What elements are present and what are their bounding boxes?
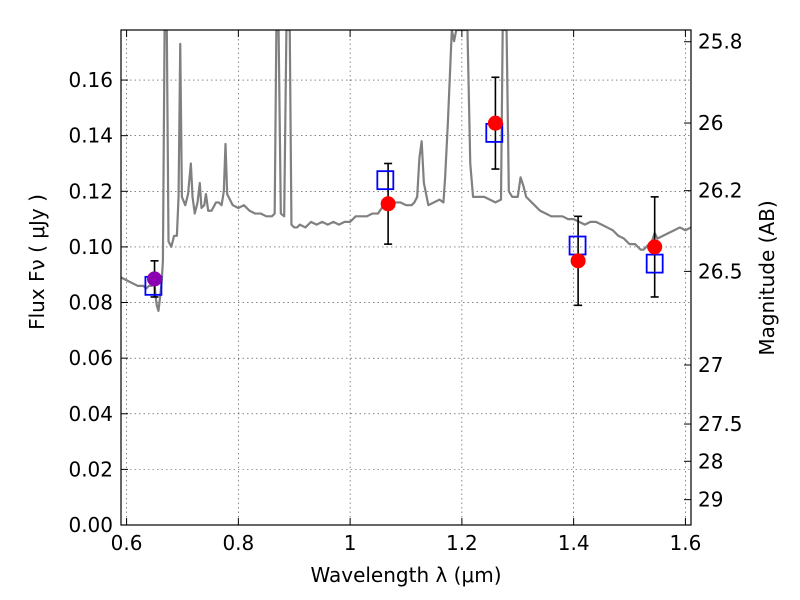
y-tick-label: 0.04 bbox=[68, 402, 113, 426]
y-tick-label: 0.08 bbox=[68, 291, 113, 315]
x-tick-label: 0.8 bbox=[222, 531, 254, 555]
observed-photometry-point bbox=[147, 271, 163, 287]
y-tick-label: 0.12 bbox=[68, 179, 113, 203]
y-tick-label: 0.00 bbox=[68, 513, 113, 537]
spectrum-line bbox=[121, 30, 691, 312]
right-tick-label: 29 bbox=[698, 488, 723, 512]
right-tick-label: 26.2 bbox=[698, 179, 743, 203]
y-tick-label: 0.14 bbox=[68, 124, 113, 148]
grid-lines bbox=[121, 30, 691, 526]
right-tick-label: 26 bbox=[698, 111, 723, 135]
observed-photometry-point bbox=[570, 253, 586, 269]
plot-frame bbox=[120, 29, 692, 526]
right-tick-label: 26.5 bbox=[698, 259, 743, 283]
observed-photometry-point bbox=[487, 115, 503, 131]
y-tick-label: 0.10 bbox=[68, 235, 113, 259]
y-tick-label: 0.06 bbox=[68, 346, 113, 370]
observed-photometry-series bbox=[147, 115, 663, 287]
x-tick-label: 1.6 bbox=[670, 531, 702, 555]
observed-photometry-point bbox=[647, 239, 663, 255]
tick-labels: 0.6 0.8 1 1.2 1.4 1.6 0.00 0.02 0.04 0.06 0.08 0.10… bbox=[68, 30, 742, 555]
x-tick-label: 0.6 bbox=[111, 531, 143, 555]
axis-ticks bbox=[121, 30, 691, 526]
x-axis-label: Wavelength λ (μm) bbox=[310, 563, 501, 587]
right-tick-label: 27.5 bbox=[698, 412, 743, 436]
x-tick-label: 1 bbox=[344, 531, 357, 555]
y-tick-label: 0.16 bbox=[68, 68, 113, 92]
right-tick-label: 25.8 bbox=[698, 30, 743, 54]
x-tick-label: 1.2 bbox=[446, 531, 478, 555]
model-photometry-square bbox=[376, 170, 395, 191]
y-axis-label-left: Flux Fν ( μJy ) bbox=[25, 194, 49, 330]
model-photometry-series bbox=[144, 122, 664, 296]
right-tick-label: 27 bbox=[698, 353, 723, 377]
spectrum-series bbox=[121, 30, 691, 312]
y-tick-label: 0.02 bbox=[68, 457, 113, 481]
x-tick-label: 1.4 bbox=[558, 531, 590, 555]
right-tick-label: 28 bbox=[698, 449, 723, 473]
observed-photometry-point bbox=[380, 196, 396, 212]
model-photometry-square bbox=[645, 253, 664, 274]
y-axis-label-right: Magnitude (AB) bbox=[755, 200, 779, 355]
